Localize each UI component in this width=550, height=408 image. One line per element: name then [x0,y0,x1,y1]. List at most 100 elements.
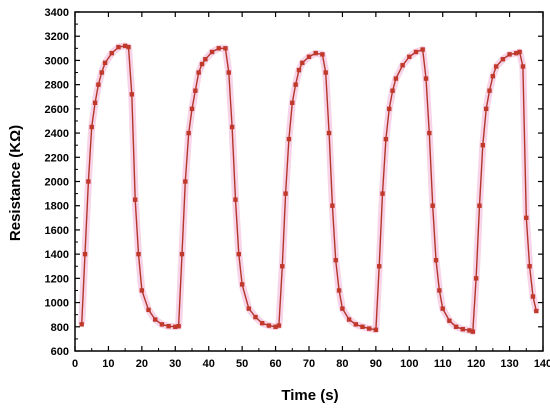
y-tick-label: 1800 [45,201,69,213]
x-tick-label: 140 [534,358,550,370]
data-point [480,142,486,148]
data-point [229,124,235,130]
y-tick-label: 600 [51,346,69,358]
data-point [136,251,141,257]
data-point [473,276,479,281]
data-point [132,197,138,202]
data-point [146,307,151,313]
data-point [430,203,435,208]
data-point [179,251,185,257]
x-tick-label: 80 [336,358,348,370]
data-point [423,76,429,81]
data-point [283,191,288,196]
y-tick-label: 2600 [45,104,69,116]
data-point [116,44,121,50]
data-point [296,67,302,73]
data-point [209,49,215,55]
data-point [330,203,335,208]
data-point [413,49,419,55]
data-point [129,92,135,97]
series-line [81,45,537,333]
data-point [490,73,496,79]
data-point [366,326,372,331]
data-point [82,251,88,257]
y-tick-label: 800 [51,322,69,334]
data-point [400,63,405,68]
x-tick-label: 60 [269,358,281,370]
data-point [420,47,425,52]
data-point [89,124,94,130]
data-point [109,50,114,56]
y-tick-label: 3000 [45,55,69,67]
data-point [333,257,338,263]
data-point [223,46,228,51]
y-tick-label: 3400 [45,7,69,19]
data-point [86,179,91,184]
data-point [276,323,282,328]
data-point [383,136,389,142]
x-axis-title: Time (s) [281,387,338,404]
data-point [407,54,412,59]
data-point [483,106,489,112]
y-axis-title: Resistance (KΩ) [7,125,24,241]
data-point [290,100,295,106]
data-point [189,106,195,112]
data-point [153,317,158,322]
data-point [440,306,445,311]
data-point [346,317,352,322]
y-tick-label: 1400 [45,249,69,261]
data-point [159,322,165,327]
y-tick-label: 3200 [45,31,69,43]
data-point [500,57,506,62]
data-point [380,191,385,196]
x-tick-label: 90 [370,358,382,370]
data-point [377,264,382,269]
data-point [166,323,171,329]
data-point [226,70,231,75]
data-point [293,82,298,87]
data-point [313,50,318,56]
x-tick-label: 30 [169,358,181,370]
data-point [139,288,145,293]
data-point [323,70,328,75]
data-point [273,324,278,329]
data-point [203,57,208,62]
y-tick-label: 1000 [45,298,69,310]
data-point [306,54,312,59]
x-tick-label: 10 [102,358,114,370]
data-point [216,46,221,51]
data-point [534,308,539,314]
axes-layer: 0 10 20 30 40 50 60 70 80 90 100 110 120 130 140 600 800… [45,7,550,370]
data-point [447,318,452,323]
data-point [427,130,432,136]
data-point [102,60,108,66]
x-tick-label: 70 [303,358,315,370]
x-tick-label: 20 [136,358,148,370]
y-tick-label: 2400 [45,128,69,140]
data-point [99,70,104,75]
x-tick-label: 50 [236,358,248,370]
data-point [233,197,238,202]
data-point [320,52,325,57]
data-point [196,70,201,75]
data-point [246,306,252,311]
x-tick-label: 130 [500,358,518,370]
data-point [193,88,198,93]
data-point [186,130,191,136]
x-tick-label: 0 [72,358,78,370]
data-point [260,320,265,326]
data-point [390,88,395,93]
x-tick-label: 100 [400,358,418,370]
data-point [286,136,292,142]
x-tick-label: 40 [203,358,215,370]
data-point [360,324,365,329]
glow-layer [78,42,540,336]
y-tick-label: 1200 [45,273,69,285]
data-point [176,323,181,329]
data-point [239,282,245,287]
data-point [437,288,442,293]
y-tick-label: 2800 [45,80,69,92]
data-point [517,49,522,55]
data-point [199,61,205,67]
data-point [487,88,492,93]
